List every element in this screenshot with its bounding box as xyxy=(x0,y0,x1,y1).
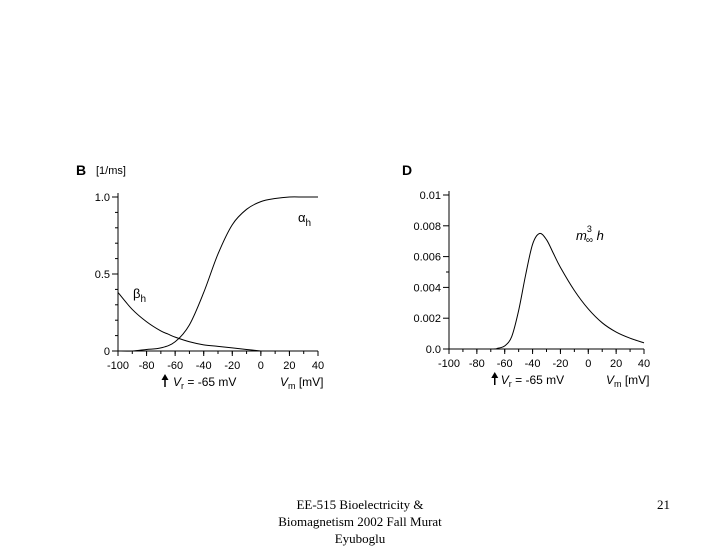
x-axis-unit: [mV] xyxy=(622,373,650,387)
series-label-sub: h xyxy=(140,294,146,305)
series-label-greek: β xyxy=(133,286,140,301)
y-tick-label: 1.0 xyxy=(95,192,110,204)
footer-line-3: Eyuboglu xyxy=(334,531,386,546)
panel-label: B xyxy=(76,162,86,178)
x-tick-label: -40 xyxy=(196,360,212,372)
x-tick-label: 0 xyxy=(585,358,591,370)
x-tick-label: 40 xyxy=(638,358,650,370)
x-axis-sub: m xyxy=(288,381,296,391)
chart-panel-b: B [1/ms] 0 0.5 1.0 -100 -80 -60 -40 -20 0 20 40 Vr = … xyxy=(76,162,324,391)
rest-potential-label: Vr = -65 mV xyxy=(173,375,236,391)
x-tick-label: -60 xyxy=(497,358,513,370)
footer-line-2: Biomagnetism 2002 Fall Murat xyxy=(278,514,442,529)
x-tick-label: -20 xyxy=(224,360,240,372)
series-line-0 xyxy=(117,292,261,352)
series-label-sub: h xyxy=(306,218,312,229)
page-number: 21 xyxy=(657,497,670,512)
x-axis-var: V xyxy=(606,373,615,387)
series-line-0 xyxy=(448,232,645,350)
series-label-0: m3 ∞ h xyxy=(576,224,604,246)
chart-panel-d: D 0.0 0.002 0.004 0.006 0.008 0.01 -100 -80 -60 -4… xyxy=(402,162,650,389)
series-label-1: βh xyxy=(133,286,146,305)
series-label-base: m xyxy=(576,228,587,243)
y-tick-label: 0.5 xyxy=(95,269,110,281)
x-tick-label: 0 xyxy=(258,360,264,372)
rest-potential-arrow-head xyxy=(161,374,169,380)
rest-potential-var: V xyxy=(173,375,182,389)
rest-potential-arrow-head xyxy=(491,372,499,378)
y-axis-label: [1/ms] xyxy=(96,165,126,177)
rest-potential-value: = -65 mV xyxy=(184,375,236,389)
panel-label: D xyxy=(402,162,412,178)
x-axis-sub: m xyxy=(614,379,622,389)
x-tick-label: 20 xyxy=(283,360,295,372)
y-tick-label: 0.01 xyxy=(420,190,441,202)
rest-potential-var: V xyxy=(501,373,510,387)
series-label-suffix: h xyxy=(593,228,604,243)
x-tick-label: -80 xyxy=(469,358,485,370)
rest-potential-label: Vr = -65 mV xyxy=(501,373,564,389)
x-tick-label: 20 xyxy=(610,358,622,370)
x-tick-label: -100 xyxy=(107,360,129,372)
x-tick-label: -100 xyxy=(438,358,460,370)
series-label-sub: ∞ xyxy=(586,235,593,246)
x-tick-label: -40 xyxy=(525,358,541,370)
series-line-1 xyxy=(117,196,318,352)
x-tick-label: -80 xyxy=(139,360,155,372)
y-tick-label: 0.004 xyxy=(413,282,441,294)
x-tick-label: 40 xyxy=(312,360,324,372)
footer-text: EE-515 Bioelectricity & Biomagnetism 200… xyxy=(260,496,460,547)
x-tick-label: -20 xyxy=(552,358,568,370)
y-tick-label: 0.008 xyxy=(413,221,441,233)
series-label-greek: α xyxy=(298,210,306,225)
rest-potential-sub: r xyxy=(509,379,512,389)
x-axis-label: Vm [mV] xyxy=(280,375,324,391)
y-tick-label: 0.0 xyxy=(426,344,441,356)
series-label-0: αh xyxy=(298,210,311,229)
y-tick-label: 0.002 xyxy=(413,313,441,325)
x-axis-var: V xyxy=(280,375,289,389)
y-tick-label: 0 xyxy=(104,346,110,358)
x-tick-label: -60 xyxy=(167,360,183,372)
rest-potential-value: = -65 mV xyxy=(512,373,564,387)
x-axis-label: Vm [mV] xyxy=(606,373,650,389)
rest-potential-sub: r xyxy=(181,381,184,391)
x-axis-unit: [mV] xyxy=(296,375,324,389)
y-tick-label: 0.006 xyxy=(413,252,441,264)
footer-line-1: EE-515 Bioelectricity & xyxy=(296,497,424,512)
series-label-sup: 3 xyxy=(587,224,592,234)
